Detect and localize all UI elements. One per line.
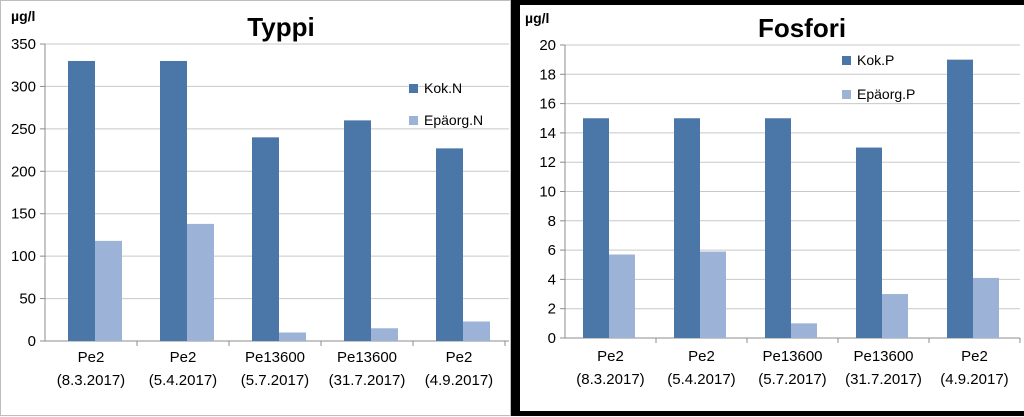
bar xyxy=(436,148,463,341)
y-tick-label: 150 xyxy=(11,206,36,223)
bar xyxy=(674,118,700,338)
bar xyxy=(856,147,882,338)
x-category-label: Pe13600 xyxy=(245,349,305,366)
bar xyxy=(791,323,817,338)
x-category-date-label: (31.7.2017) xyxy=(845,371,922,388)
x-category-label: Pe2 xyxy=(961,348,988,365)
x-category-label: Pe13600 xyxy=(337,349,397,366)
bar xyxy=(279,332,306,341)
bar xyxy=(765,118,791,338)
legend-swatch xyxy=(842,90,851,99)
bar xyxy=(609,254,635,338)
legend-label: Epäorg.P xyxy=(857,86,915,102)
fosfori-chart-panel: Fosfori µg/l 0 2 4 6 8 10 12 14 16 18 20 Pe2 (8.3.2017… xyxy=(515,0,1024,416)
y-tick-label: 6 xyxy=(548,242,556,259)
bar xyxy=(187,223,214,341)
y-tick-label: 16 xyxy=(539,96,556,113)
x-category-date-label: (5.7.2017) xyxy=(241,372,309,389)
x-category-label: Pe2 xyxy=(597,348,624,365)
x-category-date-label: (8.3.2017) xyxy=(576,371,644,388)
legend-label: Epäorg.N xyxy=(424,112,483,128)
x-category-date-label: (5.4.2017) xyxy=(149,372,217,389)
legend-swatch xyxy=(409,84,418,93)
bar xyxy=(973,277,999,338)
y-tick-label: 12 xyxy=(539,154,556,171)
y-tick-label: 250 xyxy=(11,121,36,138)
y-tick-label: 350 xyxy=(11,36,36,53)
y-tick-label: 50 xyxy=(19,291,36,308)
bar xyxy=(371,328,398,341)
y-tick-label: 200 xyxy=(11,163,36,180)
typpi-chart-panel: Typpi µg/l 0 50 100 150 200 250 300 350 Pe2 (8.3.20… xyxy=(0,0,511,416)
x-category-date-label: (5.4.2017) xyxy=(667,371,735,388)
y-tick-label: 4 xyxy=(548,271,556,288)
y-tick-label: 100 xyxy=(11,248,36,265)
x-category-date-label: (5.7.2017) xyxy=(758,371,826,388)
bar xyxy=(700,251,726,338)
typpi-chart: Typpi µg/l 0 50 100 150 200 250 300 350 Pe2 (8.3.20… xyxy=(11,8,509,389)
chart-title: Typpi xyxy=(247,12,314,42)
x-category-label: Pe13600 xyxy=(762,348,822,365)
y-tick-label: 0 xyxy=(28,333,36,350)
chart-divider xyxy=(511,0,515,416)
bar xyxy=(583,118,609,338)
chart-title: Fosfori xyxy=(758,13,846,43)
bar xyxy=(95,240,122,341)
x-category-label: Pe13600 xyxy=(853,348,913,365)
x-category-label: Pe2 xyxy=(170,349,197,366)
y-tick-label: 300 xyxy=(11,78,36,95)
x-category-label: Pe2 xyxy=(78,349,105,366)
bar xyxy=(160,60,187,341)
y-axis-unit-label: µg/l xyxy=(525,10,549,26)
legend-label: Kok.N xyxy=(424,80,462,96)
y-tick-label: 18 xyxy=(539,66,556,83)
fosfori-chart: Fosfori µg/l 0 2 4 6 8 10 12 14 16 18 20 Pe2 (8.3.2017… xyxy=(525,10,1021,388)
x-category-label: Pe2 xyxy=(688,348,715,365)
bar xyxy=(463,321,490,341)
y-tick-label: 20 xyxy=(539,37,556,54)
bar xyxy=(882,294,908,338)
bar xyxy=(947,59,973,339)
bar xyxy=(344,120,371,341)
legend-swatch xyxy=(409,116,418,125)
x-category-date-label: (4.9.2017) xyxy=(425,372,493,389)
bar xyxy=(252,137,279,341)
bar xyxy=(68,60,95,341)
legend-swatch xyxy=(842,56,851,65)
x-category-date-label: (31.7.2017) xyxy=(329,372,406,389)
x-category-label: Pe2 xyxy=(446,349,473,366)
y-tick-label: 10 xyxy=(539,184,556,201)
y-tick-label: 2 xyxy=(548,301,556,318)
x-category-date-label: (8.3.2017) xyxy=(57,372,125,389)
y-tick-label: 0 xyxy=(548,330,556,347)
y-tick-label: 14 xyxy=(539,125,556,142)
legend-label: Kok.P xyxy=(857,52,894,68)
y-axis-unit-label: µg/l xyxy=(11,8,35,24)
x-category-date-label: (4.9.2017) xyxy=(940,371,1008,388)
y-tick-label: 8 xyxy=(548,213,556,230)
